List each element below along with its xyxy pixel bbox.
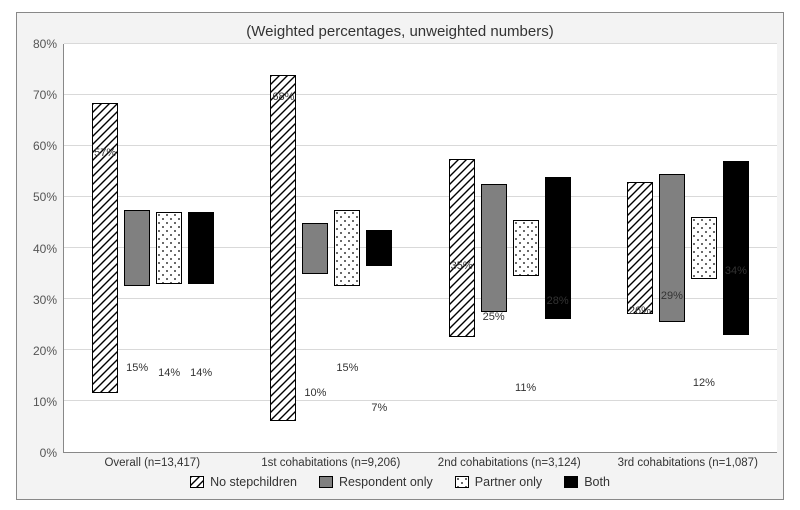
bar-partner_only: [691, 217, 717, 278]
bar-slot: 29%: [659, 44, 685, 452]
bar-partner_only: [156, 212, 182, 283]
y-tick-label: 20%: [33, 344, 57, 358]
bar-value-label: 15%: [124, 362, 150, 374]
legend-swatch: [564, 476, 578, 488]
bar-partner_only: [334, 210, 360, 287]
x-axis-labels: Overall (n=13,417)1st cohabitations (n=9…: [17, 453, 783, 469]
x-axis-label: 2nd cohabitations (n=3,124): [420, 453, 599, 469]
bar-group: 26% 29% 12% 34%: [599, 44, 777, 452]
bar-value-label: 11%: [513, 382, 539, 394]
bar-both: [188, 212, 214, 283]
bar-value-label: 28%: [545, 295, 571, 307]
bar-both: [723, 161, 749, 334]
bar-value-label: 68%: [270, 91, 296, 103]
bar-slot: 57%: [92, 44, 118, 452]
bar-slot: 10%: [302, 44, 328, 452]
y-tick-label: 0%: [40, 446, 57, 460]
bar-value-label: 26%: [627, 305, 653, 317]
legend-item-no_stepchildren: No stepchildren: [190, 475, 297, 489]
bar-slot: 12%: [691, 44, 717, 452]
y-tick-label: 70%: [33, 88, 57, 102]
bar-value-label: 34%: [723, 265, 749, 277]
chart-title: (Weighted percentages, unweighted number…: [17, 13, 783, 44]
bar-no_stepchildren: [627, 182, 653, 315]
legend-swatch: [319, 476, 333, 488]
plot-area: 57% 15% 14% 14% 68% 10% 15% 7% 35% 25% 11% 28% 26% 29…: [63, 44, 777, 453]
y-tick-label: 50%: [33, 190, 57, 204]
legend-label: Respondent only: [339, 475, 433, 489]
bar-value-label: 14%: [188, 367, 214, 379]
bar-value-label: 29%: [659, 290, 685, 302]
bar-slot: 11%: [513, 44, 539, 452]
bar-slot: 15%: [334, 44, 360, 452]
bar-value-label: 7%: [366, 402, 392, 414]
legend-swatch: [190, 476, 204, 488]
bar-value-label: 12%: [691, 377, 717, 389]
bar-slot: 14%: [156, 44, 182, 452]
y-tick-label: 10%: [33, 395, 57, 409]
bar-slot: 25%: [481, 44, 507, 452]
x-axis-label: 3rd cohabitations (n=1,087): [599, 453, 778, 469]
legend-item-both: Both: [564, 475, 610, 489]
legend-label: No stepchildren: [210, 475, 297, 489]
bar-respondent_only: [481, 184, 507, 312]
y-tick-label: 40%: [33, 242, 57, 256]
bar-no_stepchildren: [449, 159, 475, 338]
bar-partner_only: [513, 220, 539, 276]
bar-group: 57% 15% 14% 14%: [64, 44, 242, 452]
bar-respondent_only: [124, 210, 150, 287]
y-tick-label: 30%: [33, 293, 57, 307]
legend-label: Partner only: [475, 475, 542, 489]
bar-value-label: 25%: [481, 311, 507, 323]
bar-group: 35% 25% 11% 28%: [421, 44, 599, 452]
legend-item-respondent_only: Respondent only: [319, 475, 433, 489]
bar-value-label: 35%: [449, 260, 475, 272]
bar-slot: 35%: [449, 44, 475, 452]
bar-slot: 14%: [188, 44, 214, 452]
bar-both: [366, 230, 392, 266]
bar-slot: 15%: [124, 44, 150, 452]
bar-no_stepchildren: [270, 75, 296, 422]
bar-value-label: 14%: [156, 367, 182, 379]
bar-value-label: 10%: [302, 387, 328, 399]
x-axis-label: 1st cohabitations (n=9,206): [242, 453, 421, 469]
x-axis-label: Overall (n=13,417): [63, 453, 242, 469]
bar-no_stepchildren: [92, 103, 118, 394]
plot-area-wrap: 0%10%20%30%40%50%60%70%80% 57%15%14%14%6…: [17, 44, 783, 453]
bar-respondent_only: [302, 223, 328, 274]
y-tick-label: 60%: [33, 139, 57, 153]
y-tick-label: 80%: [33, 37, 57, 51]
legend: No stepchildren Respondent only Partner on…: [17, 469, 783, 499]
bar-slot: 68%: [270, 44, 296, 452]
bar-group: 68% 10% 15% 7%: [242, 44, 420, 452]
legend-label: Both: [584, 475, 610, 489]
bar-slot: 26%: [627, 44, 653, 452]
bar-slot: 34%: [723, 44, 749, 452]
chart-frame: (Weighted percentages, unweighted number…: [16, 12, 784, 500]
bar-slot: 28%: [545, 44, 571, 452]
legend-swatch: [455, 476, 469, 488]
bar-value-label: 15%: [334, 362, 360, 374]
y-axis: 0%10%20%30%40%50%60%70%80%: [17, 44, 63, 453]
bar-value-label: 57%: [92, 147, 118, 159]
bar-slot: 7%: [366, 44, 392, 452]
legend-item-partner_only: Partner only: [455, 475, 542, 489]
